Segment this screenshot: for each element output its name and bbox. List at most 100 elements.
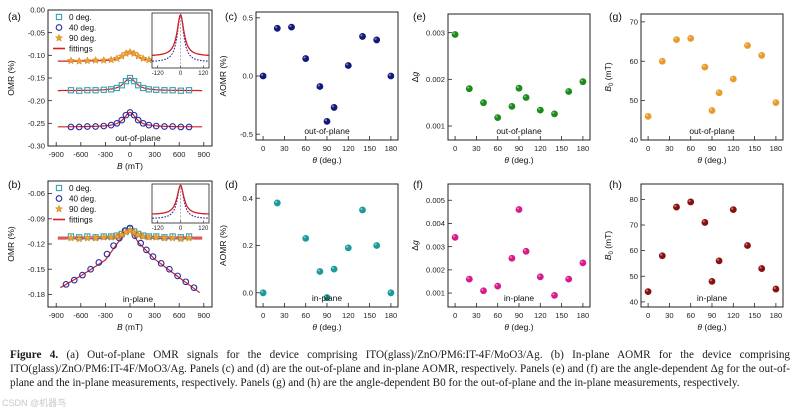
data-point <box>118 116 126 124</box>
data-point-highlight <box>716 258 720 261</box>
data-point <box>177 123 185 131</box>
data-point-highlight <box>275 200 278 203</box>
legend-marker <box>55 24 63 31</box>
data-point <box>143 246 150 254</box>
data-point-highlight <box>360 34 363 37</box>
inset-x-tick-label: -120 <box>152 71 165 77</box>
y-tick-label: 0.003 <box>426 242 445 251</box>
data-point <box>107 121 115 129</box>
x-tick-label: 180 <box>577 311 590 320</box>
data-point <box>744 42 751 49</box>
y-tick-label: 60 <box>630 246 638 255</box>
y-axis-label: AOMR (%) <box>218 55 228 96</box>
data-point <box>168 233 177 242</box>
fit-curve <box>57 77 203 92</box>
data-point <box>259 72 267 80</box>
data-point <box>465 275 473 283</box>
data-point <box>316 83 324 90</box>
data-point <box>288 23 295 31</box>
data-point-highlight <box>674 37 677 40</box>
data-point <box>565 275 573 283</box>
y-tick-label: 0.002 <box>426 75 445 84</box>
data-point-highlight <box>702 220 705 223</box>
panel-g: 0 30 60 90 120 150 180 70 60 50 40 (g) θ (deg.) B0 (m… <box>603 11 784 165</box>
data-point-highlight <box>452 32 456 35</box>
y-tick-label: 0.0 <box>242 72 253 81</box>
x-tick-label: 300 <box>148 150 161 159</box>
data-point <box>112 232 121 240</box>
panel-annotation: out-of-plane <box>496 126 542 136</box>
x-tick-label: 120 <box>534 144 547 153</box>
y-axis-label: AOMR (%) <box>218 225 228 266</box>
plot-frame <box>447 183 591 308</box>
data-point <box>273 24 281 32</box>
x-tick-label: 180 <box>385 311 398 320</box>
x-tick-label: 150 <box>748 144 761 153</box>
data-point <box>330 265 338 273</box>
data-point <box>118 82 125 89</box>
legend-marker <box>55 195 63 202</box>
data-point <box>95 259 103 266</box>
legend-label: 40 deg. <box>69 24 96 33</box>
data-point <box>75 123 83 131</box>
data-point <box>772 285 780 293</box>
y-axis-label: OMR (%) <box>6 60 16 96</box>
x-tick-label: 30 <box>280 311 288 320</box>
plot-frame <box>640 13 784 141</box>
x-tick-label: 180 <box>770 311 783 320</box>
data-point <box>373 242 381 249</box>
y-tick-label: 0.0 <box>242 288 253 297</box>
legend-marker <box>54 204 64 213</box>
data-point-highlight <box>374 243 377 246</box>
x-tick-label: 90 <box>515 144 523 153</box>
data-point-highlight <box>660 59 663 62</box>
x-tick-label: 120 <box>727 311 740 320</box>
data-point <box>387 72 395 80</box>
x-tick-label: 150 <box>748 311 761 320</box>
data-point-highlight <box>716 90 720 93</box>
x-axis-label: θ (deg.) <box>312 322 341 332</box>
inset-plot: -120 0 120 <box>151 12 210 77</box>
data-point <box>62 280 70 288</box>
legend-label: 0 deg. <box>69 184 92 193</box>
x-tick-label: 60 <box>301 144 309 153</box>
data-point-highlight <box>317 269 320 272</box>
data-point-highlight <box>495 115 498 118</box>
inset-x-tick-label: -120 <box>152 226 165 232</box>
x-tick-label: 30 <box>665 144 673 153</box>
panel-e: 0 30 60 90 120 150 180 0.003 0.002 0.001 (e) θ (deg… <box>410 11 591 165</box>
panel-c: 0 30 60 90 120 150 180 0.5 0.0 -0.5 (c) θ (deg.) AOM… <box>218 11 399 165</box>
data-point <box>100 122 108 130</box>
data-point <box>145 121 153 129</box>
y-tick-label: -0.05 <box>28 28 45 37</box>
data-point <box>125 47 135 56</box>
data-point <box>122 78 130 85</box>
data-point <box>134 230 143 239</box>
data-point <box>139 119 147 127</box>
data-point <box>110 242 117 250</box>
data-point <box>673 36 680 43</box>
data-point-highlight <box>773 100 776 103</box>
data-point <box>83 233 92 242</box>
x-tick-label: -900 <box>49 311 64 320</box>
y-tick-label: -0.20 <box>28 96 45 105</box>
data-point <box>130 227 139 236</box>
data-point <box>551 291 558 299</box>
data-point-highlight <box>317 84 320 87</box>
data-point <box>515 84 523 92</box>
caption-text: (a) Out-of-plane OMR signals for the dev… <box>10 349 791 390</box>
panel-annotation: out-of-plane <box>115 133 161 143</box>
data-point <box>157 259 165 267</box>
inset-x-tick-label: 0 <box>179 71 183 77</box>
data-point-highlight <box>759 53 762 56</box>
y-tick-label: 40 <box>630 297 638 306</box>
data-point <box>772 99 780 106</box>
data-point <box>113 119 121 127</box>
data-point <box>729 75 737 83</box>
data-point <box>92 87 99 94</box>
data-point <box>74 234 84 243</box>
data-point-highlight <box>388 73 391 76</box>
data-point-highlight <box>566 89 569 92</box>
panel-label: (g) <box>609 11 622 23</box>
x-tick-label: 60 <box>686 311 694 320</box>
